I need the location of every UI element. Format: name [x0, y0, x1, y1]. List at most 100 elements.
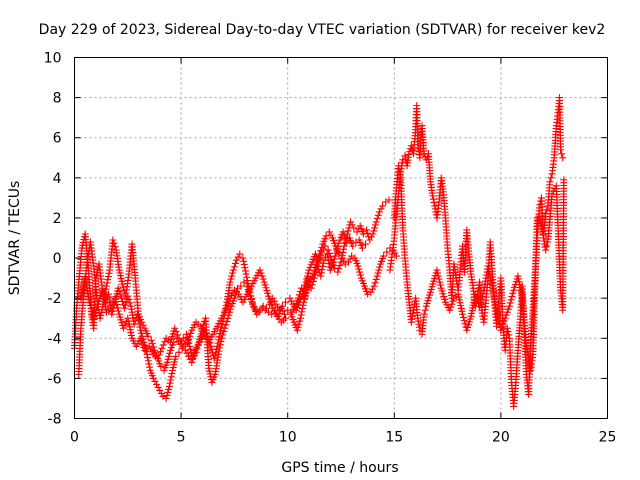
data-point [287, 297, 295, 305]
data-point [240, 278, 248, 286]
data-point [113, 301, 121, 309]
data-point [499, 320, 507, 328]
data-point [502, 311, 510, 319]
data-point [217, 337, 225, 345]
data-point [298, 284, 306, 292]
data-point [350, 224, 358, 232]
data-point [217, 326, 225, 334]
data-point [234, 253, 242, 261]
data-point [86, 301, 94, 309]
data-point [237, 282, 245, 290]
data-point [330, 255, 338, 263]
data-point [376, 263, 384, 271]
data-point [317, 272, 325, 280]
data-point [239, 254, 247, 262]
data-point [221, 324, 229, 332]
data-point [420, 310, 428, 318]
data-point [114, 284, 122, 292]
data-point [137, 334, 145, 342]
data-point [297, 311, 305, 319]
data-point [324, 256, 332, 264]
data-point [121, 301, 129, 309]
data-point [165, 385, 173, 393]
data-point [118, 298, 126, 306]
y-tick-label: -6 [48, 371, 62, 387]
data-point [339, 228, 347, 236]
data-point [225, 297, 233, 305]
data-point [137, 326, 145, 334]
data-point [247, 296, 255, 304]
data-point [446, 306, 454, 314]
y-tick-label: -2 [48, 291, 62, 307]
data-point [223, 303, 231, 311]
data-point [356, 268, 364, 276]
data-point [224, 314, 232, 322]
data-point [120, 324, 128, 332]
data-point [362, 240, 370, 248]
data-point [275, 306, 283, 314]
data-point [448, 300, 456, 308]
y-tick-label: 4 [53, 171, 62, 187]
data-point [293, 326, 301, 334]
data-point [140, 343, 148, 351]
data-point [230, 263, 238, 271]
data-point [435, 275, 443, 283]
data-point [333, 246, 341, 254]
data-point [233, 256, 241, 264]
data-point [284, 306, 292, 314]
data-point [503, 324, 511, 332]
data-point [186, 342, 194, 350]
data-point [253, 310, 261, 318]
data-point [274, 303, 282, 311]
data-point [319, 262, 327, 270]
data-point [138, 318, 146, 326]
data-point [304, 274, 312, 282]
data-point [207, 342, 215, 350]
data-point [346, 255, 354, 263]
data-point [228, 272, 236, 280]
data-point [363, 226, 371, 234]
data-point [321, 242, 329, 250]
data-point [371, 224, 379, 232]
data-point [222, 321, 230, 329]
data-point [356, 271, 364, 279]
data-point [185, 335, 193, 343]
data-point [317, 251, 325, 259]
data-point [344, 227, 352, 235]
data-point [219, 331, 227, 339]
data-point [354, 262, 362, 270]
data-point [125, 296, 133, 304]
data-point [325, 260, 333, 268]
data-point [296, 317, 304, 325]
data-point [162, 394, 170, 402]
data-point [144, 357, 152, 365]
data-point [157, 362, 165, 370]
data-point [295, 320, 303, 328]
data-point [104, 276, 112, 284]
data-point [447, 303, 455, 311]
data-point [217, 323, 225, 331]
data-points [71, 94, 568, 410]
x-tick-label: 10 [279, 430, 297, 446]
data-point [543, 206, 551, 214]
data-point [153, 380, 161, 388]
data-point [240, 260, 248, 268]
data-point [192, 348, 200, 356]
data-point [433, 266, 441, 274]
data-point [557, 146, 565, 154]
data-point [319, 245, 327, 253]
data-point [87, 305, 95, 313]
data-point [227, 275, 235, 283]
data-point [560, 176, 568, 184]
data-point [334, 243, 342, 251]
data-point [241, 267, 249, 275]
data-point [256, 306, 264, 314]
data-point [374, 269, 382, 277]
data-point [282, 314, 290, 322]
data-point [331, 252, 339, 260]
data-point [542, 246, 550, 254]
data-point [308, 281, 316, 289]
data-point [504, 328, 512, 336]
data-point [163, 391, 171, 399]
data-point [117, 294, 125, 302]
